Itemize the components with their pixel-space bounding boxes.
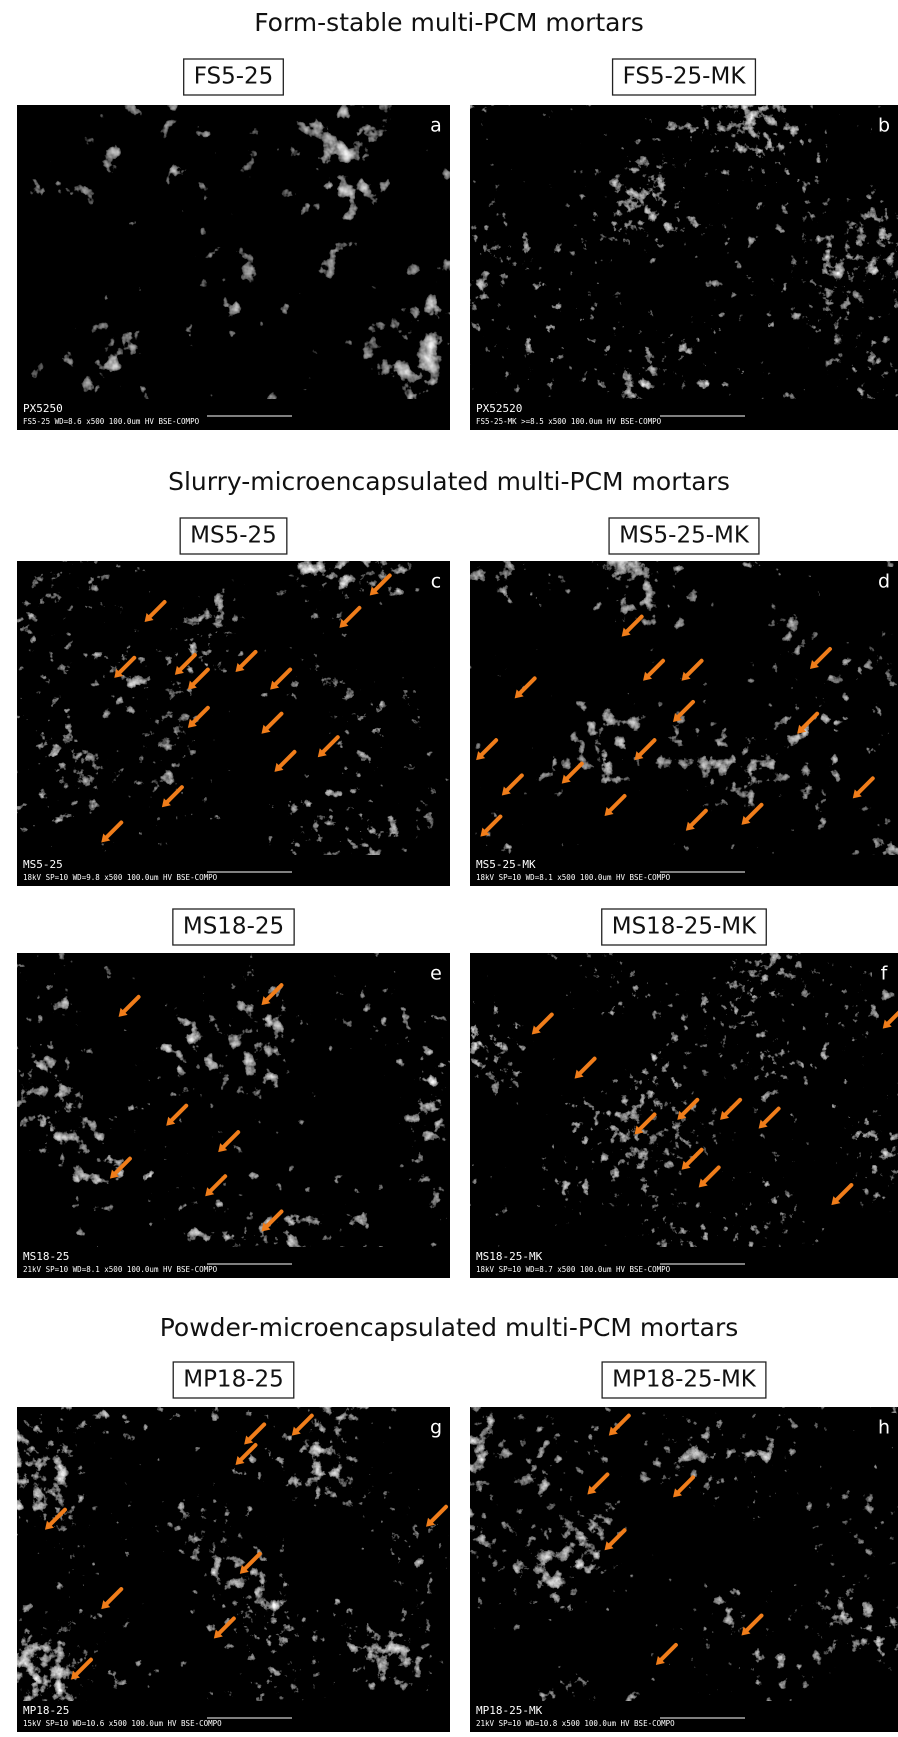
panel-label: FS5-25	[194, 64, 274, 90]
panel: MP18-25 g MP18-25 15kV SP=10 WD=10.6 x500 1…	[17, 1362, 450, 1732]
panel: MS5-25 c MS5-25 18kV SP=10 WD=9.8 x500 100.…	[17, 518, 450, 886]
panel: FS5-25 a PX5250 FS5-25 WD=8.6 x500 100.0um …	[17, 59, 450, 430]
panel: MS18-25-MKfMS18-25-MK18kV SP=10 WD=8.7 x…	[470, 909, 898, 1278]
sem-image	[17, 105, 450, 399]
panel-letter: d	[878, 571, 890, 593]
sem-image	[470, 105, 898, 399]
section-title: Form-stable multi-PCM mortars	[254, 8, 644, 37]
info-line: 15kV SP=10 WD=10.6 x500 100.0um HV BSE-C…	[23, 1719, 222, 1728]
panel: FS5-25-MK b PX52520 FS5-25-MK >=8.5 x500 10…	[470, 59, 898, 430]
info-top: MS5-25	[23, 858, 63, 871]
panel-letter: g	[430, 1417, 442, 1439]
panel-label: MS5-25-MK	[619, 523, 750, 549]
info-line: FS5-25-MK >=8.5 x500 100.0um HV BSE-COMP…	[476, 417, 662, 426]
sem-image	[17, 953, 450, 1247]
sem-image	[17, 561, 450, 855]
panel-label: FS5-25-MK	[623, 64, 747, 90]
panel-label: MS5-25	[190, 523, 277, 549]
panel-letter: e	[430, 963, 442, 985]
panel-label: MS18-25	[183, 914, 284, 940]
section-title: Powder-microencapsulated multi-PCM morta…	[160, 1313, 739, 1342]
info-top: MP18-25-MK	[476, 1704, 543, 1717]
section-title: Slurry-microencapsulated multi-PCM morta…	[168, 467, 730, 496]
info-line: 18kV SP=10 WD=8.1 x500 100.0um HV BSE-CO…	[476, 873, 671, 882]
info-top: MP18-25	[23, 1704, 69, 1717]
info-top: MS18-25	[23, 1250, 69, 1263]
figure: Form-stable multi-PCM mortars FS5-25 a PX52…	[0, 0, 898, 1737]
info-top: PX5250	[23, 402, 63, 415]
panel: MS5-25-MK d MS5-25-MK 18kV SP=10 WD=8.1 x50…	[470, 518, 898, 886]
panel-letter: h	[878, 1417, 890, 1439]
info-top: MS5-25-MK	[476, 858, 536, 871]
panel-letter: a	[430, 115, 442, 137]
panel-label: MP18-25	[183, 1367, 284, 1393]
sem-image	[17, 1407, 450, 1701]
info-top: PX52520	[476, 402, 522, 415]
info-line: 21kV SP=10 WD=8.1 x500 100.0um HV BSE-CO…	[23, 1265, 218, 1274]
panel-label: MP18-25-MK	[612, 1367, 757, 1393]
panel: MS18-25 e MS18-25 21kV SP=10 WD=8.1 x500 10…	[17, 909, 450, 1278]
panel-letter: b	[878, 115, 890, 137]
panel: MP18-25-MK h MP18-25-MK 21kV SP=10 WD=10.8 …	[470, 1362, 898, 1732]
info-top: MS18-25-MK	[476, 1250, 543, 1263]
info-line: 18kV SP=10 WD=8.7 x500 100.0um HV BSE-CO…	[476, 1265, 671, 1274]
info-line: FS5-25 WD=8.6 x500 100.0um HV BSE-COMPO	[23, 417, 200, 426]
sem-image	[470, 561, 898, 855]
info-line: 21kV SP=10 WD=10.8 x500 100.0um HV BSE-C…	[476, 1719, 675, 1728]
panel-letter: c	[431, 571, 441, 593]
panel-label: MS18-25-MK	[612, 914, 757, 940]
info-line: 18kV SP=10 WD=9.8 x500 100.0um HV BSE-CO…	[23, 873, 218, 882]
sem-image	[470, 1407, 898, 1701]
